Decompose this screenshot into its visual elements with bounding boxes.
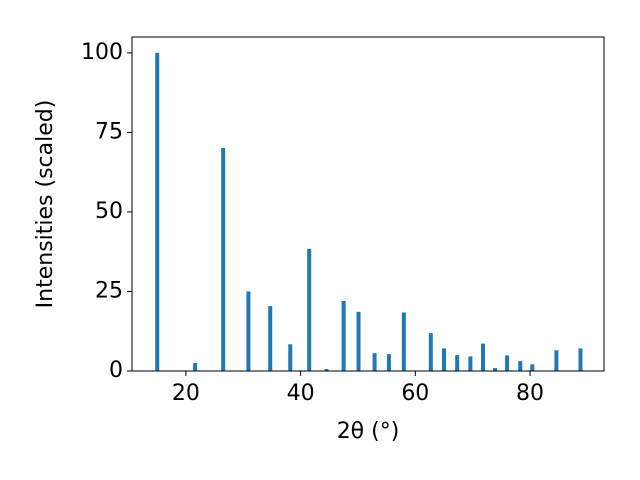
y-tick-label: 25: [95, 278, 123, 303]
x-tick-label: 60: [401, 381, 429, 406]
bar: [386, 354, 391, 371]
x-axis-label: 2θ (°): [337, 419, 400, 444]
bar: [530, 364, 535, 371]
bar: [468, 356, 473, 371]
bar: [372, 353, 377, 371]
bar: [221, 148, 226, 371]
bar: [428, 333, 433, 371]
y-axis-label: Intensities (scaled): [33, 100, 58, 309]
bar: [288, 344, 293, 371]
bar: [324, 369, 329, 371]
y-tick-label: 50: [95, 199, 123, 224]
y-tick-label: 0: [109, 358, 123, 383]
bar: [480, 343, 485, 371]
bar: [455, 355, 460, 371]
x-tick-label: 80: [516, 381, 544, 406]
x-tick-label: 40: [287, 381, 315, 406]
bar: [193, 363, 198, 371]
y-tick-label: 75: [95, 119, 123, 144]
y-tick-label: 100: [81, 40, 123, 65]
bar: [155, 52, 160, 372]
bar: [505, 355, 510, 371]
bar: [493, 368, 498, 371]
bar: [341, 301, 346, 371]
x-tick-label: 20: [172, 381, 200, 406]
bar: [246, 291, 251, 371]
bar: [307, 248, 312, 371]
bar: [356, 311, 361, 371]
bar: [268, 306, 273, 371]
bar: [578, 348, 583, 371]
plot-frame: [131, 36, 605, 372]
bar: [518, 361, 523, 371]
bar: [401, 312, 406, 371]
bar: [441, 348, 446, 371]
bar: [554, 350, 559, 371]
